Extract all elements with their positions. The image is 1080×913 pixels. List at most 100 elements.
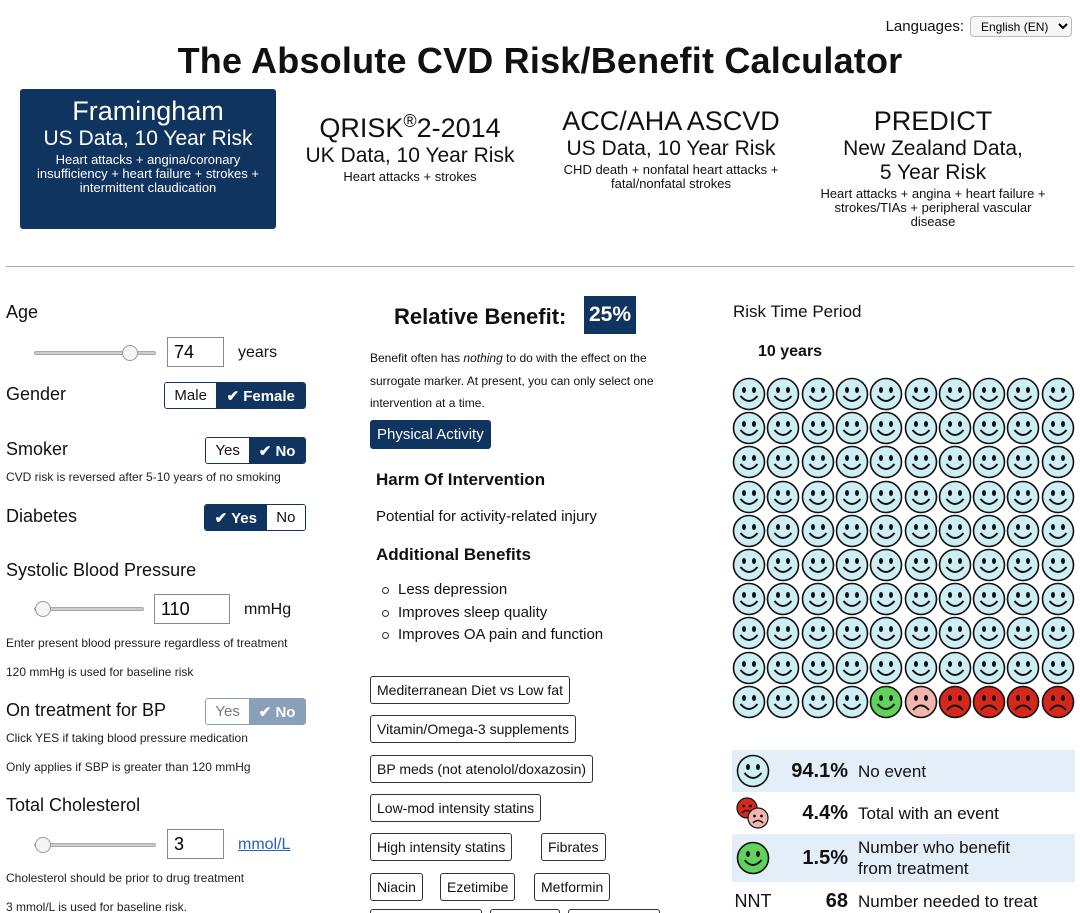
model-qrisk[interactable]: QRISK®2-2014 UK Data, 10 Year Risk Heart… — [290, 99, 530, 190]
smiley-face-icon — [732, 616, 766, 650]
smiley-face-icon — [869, 548, 903, 582]
cholesterol-unit-link[interactable]: mmol/L — [238, 836, 291, 853]
harm-text: Potential for activity-related injury — [376, 508, 597, 525]
summary-row-benefit: 1.5% Number who benefit from treatment — [732, 834, 1075, 882]
smoker-no-button[interactable]: ✔ No — [249, 438, 305, 463]
intervention-partial[interactable] — [490, 909, 560, 913]
diabetes-toggle: ✔ Yes No — [204, 504, 306, 531]
risk-period-value: 10 years — [758, 343, 823, 360]
age-input[interactable] — [167, 337, 224, 367]
model-predict[interactable]: PREDICT New Zealand Data, 5 Year Risk He… — [810, 99, 1056, 235]
cholesterol-input[interactable] — [167, 829, 224, 859]
smiley-face-icon — [1041, 377, 1075, 411]
list-item: Improves OA pain and function — [376, 626, 603, 649]
smiley-face-icon — [835, 445, 869, 479]
intervention-physical-activity[interactable]: Physical Activity — [370, 420, 491, 449]
smiley-face-icon — [835, 651, 869, 685]
smiley-face-icon — [904, 445, 938, 479]
smiley-face-icon — [869, 651, 903, 685]
intervention-niacin[interactable]: Niacin — [370, 873, 423, 901]
diabetes-yes-button[interactable]: ✔ Yes — [205, 505, 267, 530]
benefit-note-emphasis: nothing — [463, 351, 503, 365]
intervention-bp-meds[interactable]: BP meds (not atenolol/doxazosin) — [370, 755, 594, 783]
model-data: UK Data, 10 Year Risk — [305, 144, 515, 167]
bp-treatment-no-button[interactable]: ✔ No — [249, 699, 305, 724]
gender-female-button[interactable]: ✔ Female — [216, 383, 305, 408]
smiley-face-icon — [732, 685, 766, 719]
nnt-label: NNT — [734, 890, 772, 911]
smiley-face-icon — [938, 480, 972, 514]
sbp-label: Systolic Blood Pressure — [6, 560, 197, 580]
smiley-face-icon — [801, 616, 835, 650]
smiley-face-icon — [972, 616, 1006, 650]
cholesterol-slider-thumb[interactable] — [35, 837, 51, 853]
smiley-face-icon — [938, 445, 972, 479]
intervention-vitamin-omega3[interactable]: Vitamin/Omega-3 supplements — [370, 715, 576, 743]
smiley-face-icon — [938, 548, 972, 582]
intervention-high-statins[interactable]: High intensity statins — [370, 833, 513, 861]
summary-pct: 94.1% — [791, 759, 848, 782]
intervention-mediterranean-diet[interactable]: Mediterranean Diet vs Low fat — [370, 676, 570, 704]
smiley-face-icon — [835, 514, 869, 548]
smiley-face-icon — [938, 514, 972, 548]
age-slider-thumb[interactable] — [121, 345, 138, 361]
smiley-face-icon — [869, 445, 903, 479]
gender-label: Gender — [6, 384, 67, 404]
smiley-face-icon — [835, 616, 869, 650]
gender-male-button[interactable]: Male — [165, 383, 217, 408]
model-ascvd[interactable]: ACC/AHA ASCVD US Data, 10 Year Risk CHD … — [548, 99, 794, 197]
sbp-slider-thumb[interactable] — [35, 601, 51, 617]
model-data: US Data, 10 Year Risk — [43, 127, 253, 150]
smiley-face-icon — [835, 377, 869, 411]
smiley-face-icon — [801, 685, 835, 719]
smiley-face-icon — [766, 582, 800, 616]
language-selector: Languages: English (EN) — [886, 16, 1072, 37]
summary-row-event: 4.4% Total with an event — [732, 792, 1075, 834]
intervention-metformin[interactable]: Metformin — [534, 873, 611, 901]
model-framingham[interactable]: Framingham US Data, 10 Year Risk Heart a… — [20, 89, 276, 229]
smiley-face-icon — [869, 377, 903, 411]
smiley-face-icon — [732, 480, 766, 514]
smiley-face-icon — [801, 411, 835, 445]
smiley-face-icon — [904, 582, 938, 616]
sbp-input[interactable] — [154, 594, 230, 624]
model-name-text: QRISK — [319, 113, 404, 143]
intervention-partial[interactable] — [370, 909, 482, 913]
smiley-face-icon — [766, 548, 800, 582]
smiley-face-icon — [904, 514, 938, 548]
smiley-face-icon — [801, 445, 835, 479]
smiley-face-icon — [1006, 616, 1040, 650]
smiley-face-icon — [835, 548, 869, 582]
smiley-face-icon — [835, 685, 869, 719]
bp-treatment-yes-button[interactable]: Yes — [206, 699, 250, 724]
smiley-face-icon — [732, 548, 766, 582]
sad-face-icon — [904, 685, 938, 719]
smiley-face-icon — [766, 651, 800, 685]
summary-text: Number needed to treat — [858, 891, 1038, 911]
smiley-face-icon — [732, 377, 766, 411]
intervention-ezetimibe[interactable]: Ezetimibe — [440, 873, 516, 901]
intervention-partial[interactable] — [568, 909, 660, 913]
smiley-face-icon — [732, 651, 766, 685]
language-select[interactable]: English (EN) — [970, 16, 1072, 37]
benefit-note-text: to do with the effect on the surrogate m… — [370, 351, 654, 410]
smoker-yes-button[interactable]: Yes — [206, 438, 250, 463]
smiley-face-icon — [938, 651, 972, 685]
model-name: QRISK®2-2014 — [298, 105, 522, 144]
cholesterol-slider[interactable] — [34, 837, 156, 853]
bp-treatment-sbp-note: Only applies if SBP is greater than 120 … — [6, 760, 251, 774]
age-slider[interactable] — [34, 345, 156, 361]
model-desc: Heart attacks + strokes — [343, 169, 477, 184]
intervention-low-mod-statins[interactable]: Low-mod intensity statins — [370, 794, 542, 822]
sbp-slider[interactable] — [34, 601, 144, 617]
smiley-face-icon — [869, 616, 903, 650]
page-title: The Absolute CVD Risk/Benefit Calculator — [177, 40, 903, 81]
intervention-fibrates[interactable]: Fibrates — [541, 833, 606, 861]
smiley-face-icon — [904, 616, 938, 650]
smiley-face-icon — [904, 548, 938, 582]
smiley-face-icon — [732, 582, 766, 616]
diabetes-no-button[interactable]: No — [266, 505, 305, 530]
summary-text: Total with an event — [858, 803, 999, 823]
smiley-face-icon — [732, 411, 766, 445]
smiley-face-icon — [1041, 411, 1075, 445]
